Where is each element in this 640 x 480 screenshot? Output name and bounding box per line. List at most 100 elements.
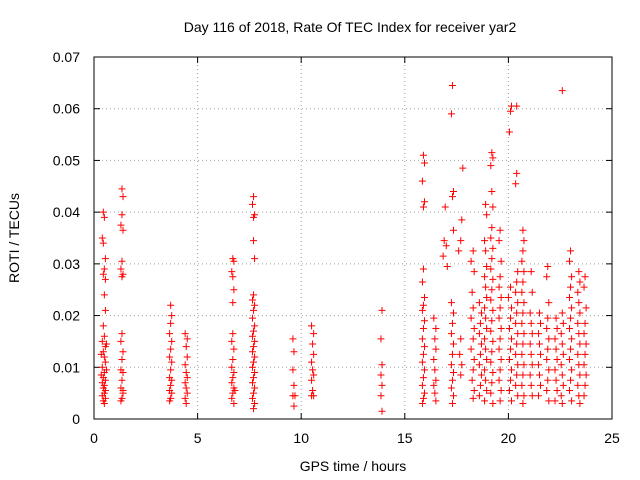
data-point — [183, 353, 191, 361]
data-point — [488, 187, 496, 195]
data-point — [117, 221, 125, 229]
data-point — [575, 299, 583, 307]
data-point — [489, 275, 497, 283]
data-point — [166, 353, 174, 361]
data-point — [250, 237, 258, 245]
data-point — [310, 350, 318, 358]
data-point — [535, 309, 543, 317]
data-point — [430, 381, 438, 389]
data-point — [250, 358, 258, 366]
data-point — [566, 387, 574, 395]
data-point — [497, 325, 505, 332]
data-point — [496, 273, 504, 281]
data-point — [488, 286, 496, 294]
data-point — [553, 387, 561, 395]
data-point — [508, 304, 516, 312]
data-point — [419, 350, 427, 358]
data-point — [228, 363, 236, 371]
data-point — [513, 102, 521, 110]
data-point — [518, 288, 526, 296]
data-point — [448, 81, 456, 89]
data-point — [378, 407, 386, 415]
data-point — [249, 296, 257, 304]
data-point — [520, 361, 528, 369]
data-point — [448, 399, 456, 407]
data-point — [512, 350, 520, 358]
data-point — [228, 394, 236, 402]
data-point — [580, 330, 588, 338]
data-point — [489, 154, 497, 162]
data-point — [441, 203, 449, 211]
data-point — [481, 397, 489, 405]
data-point — [377, 371, 385, 379]
data-point — [581, 381, 589, 389]
data-point — [528, 330, 536, 338]
data-point — [100, 332, 108, 340]
data-point — [419, 265, 427, 273]
data-point — [487, 234, 495, 242]
data-point — [420, 293, 428, 301]
data-point — [557, 392, 565, 400]
data-point — [567, 283, 575, 291]
data-point — [251, 384, 259, 392]
data-point — [558, 399, 566, 407]
data-point — [543, 387, 551, 395]
data-point — [557, 330, 565, 338]
data-point — [377, 335, 385, 343]
data-point — [528, 392, 536, 400]
data-point — [449, 309, 457, 317]
data-point — [251, 368, 259, 376]
data-point — [545, 335, 553, 343]
data-point — [229, 356, 237, 364]
data-point — [576, 309, 584, 317]
data-point — [520, 299, 528, 307]
data-point — [229, 273, 237, 281]
data-point — [230, 345, 238, 353]
data-point — [432, 397, 440, 405]
data-point — [537, 381, 545, 389]
data-point — [449, 187, 457, 195]
data-point — [309, 387, 317, 395]
data-point — [566, 257, 574, 265]
data-point — [447, 110, 455, 118]
data-point — [544, 314, 552, 322]
data-point — [118, 211, 126, 219]
data-point — [580, 361, 588, 369]
data-point — [458, 361, 466, 369]
data-point — [181, 379, 189, 387]
data-point — [513, 278, 521, 286]
data-point — [168, 337, 176, 345]
data-point — [419, 374, 427, 382]
data-point — [167, 381, 175, 389]
data-point — [117, 397, 125, 405]
data-point — [543, 273, 551, 281]
data-point — [482, 345, 490, 353]
data-point — [249, 332, 257, 340]
data-point — [99, 239, 107, 247]
data-point — [449, 392, 457, 400]
data-point — [505, 325, 513, 332]
data-point — [182, 399, 190, 407]
data-point — [432, 345, 440, 353]
data-point — [481, 237, 489, 245]
data-point — [534, 330, 542, 338]
data-point — [487, 389, 495, 397]
data-point — [432, 376, 440, 384]
data-point — [543, 325, 551, 332]
data-point — [544, 376, 552, 384]
data-point — [117, 265, 125, 273]
data-point — [419, 301, 427, 309]
data-point — [469, 335, 477, 343]
data-point — [581, 350, 589, 358]
data-point — [100, 265, 108, 273]
data-point — [470, 356, 478, 364]
data-point — [442, 242, 450, 250]
data-point — [250, 213, 258, 221]
data-point — [228, 337, 236, 345]
data-point — [489, 244, 497, 252]
data-point — [457, 371, 465, 379]
data-point — [576, 340, 584, 348]
data-point — [512, 288, 520, 296]
data-point — [534, 361, 542, 369]
data-point — [518, 381, 526, 389]
